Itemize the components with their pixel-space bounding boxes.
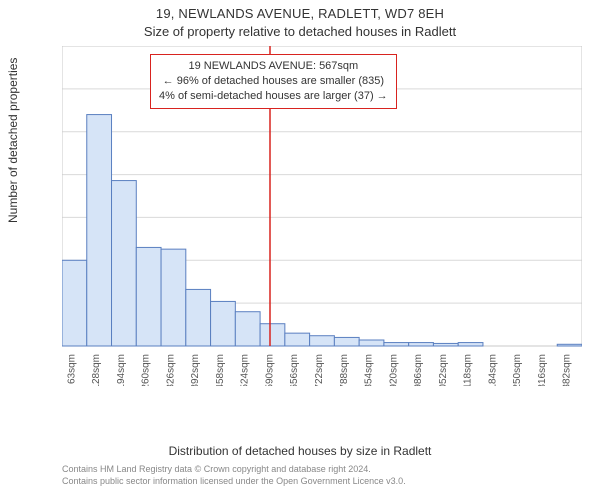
bar [260,324,285,346]
bars-group [62,115,582,346]
svg-text:722sqm: 722sqm [314,354,325,386]
callout-box: 19 NEWLANDS AVENUE: 567sqm ← 96% of deta… [150,54,397,109]
bar [87,115,112,346]
y-axis-label: Number of detached properties [6,58,20,223]
bar [310,336,335,346]
bar [557,344,582,346]
svg-text:590sqm: 590sqm [264,354,275,386]
svg-text:986sqm: 986sqm [413,354,424,386]
svg-text:1316sqm: 1316sqm [537,354,548,386]
svg-text:1184sqm: 1184sqm [487,354,498,386]
svg-text:788sqm: 788sqm [339,354,350,386]
x-axis-label: Distribution of detached houses by size … [0,444,600,458]
title-subtitle: Size of property relative to detached ho… [0,24,600,39]
footer-line: Contains public sector information licen… [62,476,582,488]
svg-text:326sqm: 326sqm [165,354,176,386]
bar [334,337,359,346]
callout-line: 4% of semi-detached houses are larger (3… [159,89,388,104]
bar [211,301,236,346]
bar [62,260,87,346]
bar [409,343,434,346]
svg-text:854sqm: 854sqm [364,354,375,386]
svg-text:1052sqm: 1052sqm [438,354,449,386]
svg-text:1250sqm: 1250sqm [512,354,523,386]
callout-line: 19 NEWLANDS AVENUE: 567sqm [159,59,388,74]
svg-text:128sqm: 128sqm [91,354,102,386]
svg-text:1382sqm: 1382sqm [562,354,573,386]
bar [359,340,384,346]
x-ticks: 63sqm 128sqm 194sqm 260sqm 326sqm 392sqm 458sq… [66,354,572,386]
bar [285,333,310,346]
svg-text:194sqm: 194sqm [116,354,127,386]
footer-attribution: Contains HM Land Registry data © Crown c… [62,464,582,487]
svg-text:458sqm: 458sqm [215,354,226,386]
bar [186,289,211,346]
bar [433,343,458,346]
callout-line: ← 96% of detached houses are smaller (83… [159,74,388,89]
bar [458,343,483,346]
bar [235,312,260,346]
svg-text:392sqm: 392sqm [190,354,201,386]
svg-text:63sqm: 63sqm [66,354,77,384]
title-address: 19, NEWLANDS AVENUE, RADLETT, WD7 8EH [0,6,600,21]
bar [136,247,161,346]
svg-text:656sqm: 656sqm [289,354,300,386]
figure-root: 19, NEWLANDS AVENUE, RADLETT, WD7 8EH Si… [0,0,600,500]
bar [384,343,409,346]
svg-text:260sqm: 260sqm [141,354,152,386]
bar [161,249,186,346]
svg-text:1118sqm: 1118sqm [463,354,474,386]
svg-text:524sqm: 524sqm [240,354,251,386]
bar [112,181,137,346]
footer-line: Contains HM Land Registry data © Crown c… [62,464,582,476]
svg-text:920sqm: 920sqm [388,354,399,386]
